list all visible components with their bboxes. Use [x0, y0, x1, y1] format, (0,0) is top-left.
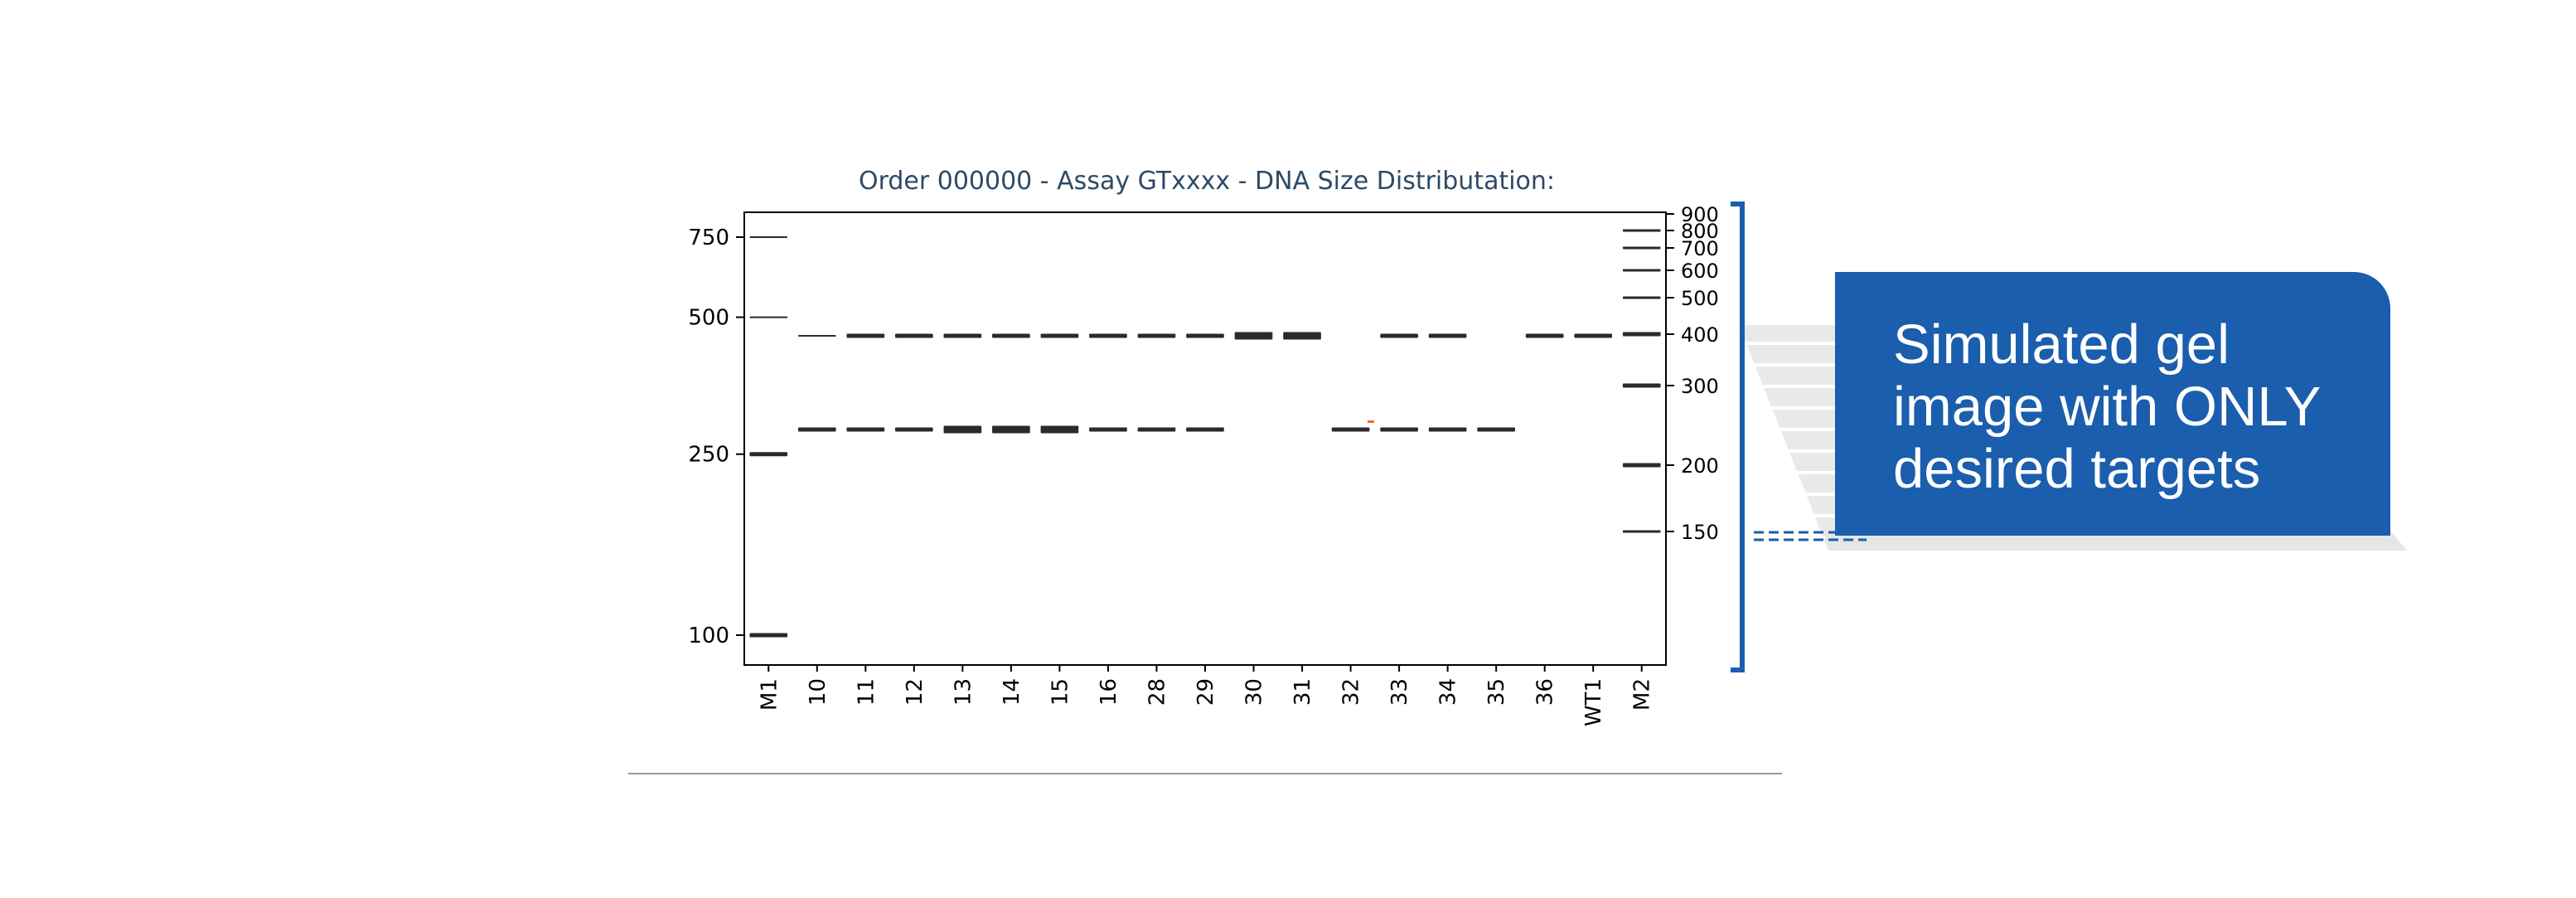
band-lane-34-380 [1428, 333, 1467, 338]
band-lane-14-380 [992, 333, 1030, 338]
band-lane-29-240 [1186, 427, 1224, 432]
band-lane-11-240 [846, 427, 885, 432]
band-lane-15-380 [1040, 333, 1079, 338]
right-tick-label: 500 [1681, 287, 1719, 310]
band-lane-M2-500 [1622, 296, 1661, 299]
right-tick-label: 300 [1681, 375, 1719, 398]
band-lane-M2-700 [1622, 246, 1661, 250]
callout-text: Simulated gel image with ONLY desired ta… [1893, 313, 2321, 500]
lane-label: 33 [1387, 678, 1412, 706]
left-tick-label: 500 [688, 306, 729, 331]
plot-frame [743, 211, 1667, 666]
lane-label: M1 [757, 678, 782, 711]
lane-label: 16 [1097, 678, 1121, 706]
band-lane-12-240 [895, 427, 933, 432]
band-lane-M1-500 [749, 316, 788, 318]
band-lane-33-380 [1380, 333, 1418, 338]
band-lane-35-240 [1477, 427, 1515, 432]
lane-label: 32 [1339, 678, 1364, 706]
band-lane-M2-800 [1622, 229, 1661, 232]
lane-label: 31 [1290, 678, 1315, 706]
band-lane-11-380 [846, 333, 885, 338]
callout-box: Simulated gel image with ONLY desired ta… [1835, 272, 2390, 536]
left-tick-label: 100 [688, 624, 729, 648]
right-tick-label: 700 [1681, 237, 1719, 260]
left-tick-label: 250 [688, 443, 729, 468]
band-lane-33-240 [1380, 427, 1418, 432]
lane-label: 13 [951, 678, 976, 706]
band-lane-32-240 [1331, 427, 1370, 432]
band-lane-10-240 [797, 427, 836, 432]
lane-label: 14 [1000, 678, 1024, 706]
lane-label: 34 [1436, 678, 1461, 706]
band-lane-34-240 [1428, 427, 1467, 432]
lane-label: 11 [854, 678, 879, 706]
right-tick-label: 900 [1681, 203, 1719, 226]
lane-label: M2 [1630, 678, 1655, 711]
left-tick-label: 750 [688, 226, 729, 250]
band-lane-13-380 [943, 333, 982, 338]
left-axis: 750 500 250 100 [688, 226, 744, 648]
lane-label: 29 [1194, 678, 1218, 706]
band-lane-30-380 [1234, 332, 1273, 340]
band-lane-10-380 [797, 335, 836, 337]
band-lane-12-380 [895, 333, 933, 338]
lane-label: 30 [1242, 678, 1267, 706]
band-lane-WT1-380 [1574, 333, 1613, 338]
band-lane-M2-400 [1622, 332, 1661, 337]
band-lane-28-240 [1137, 427, 1176, 432]
callout-base-shadow [1823, 531, 2407, 551]
footer-divider [628, 773, 1782, 774]
band-lane-29-380 [1186, 333, 1224, 338]
band-lane-M2-200 [1622, 463, 1661, 468]
band-lane-M1-100 [749, 633, 788, 638]
band-lane-15-240 [1040, 425, 1079, 434]
lane-label: 36 [1533, 678, 1558, 706]
lane-label: 28 [1145, 678, 1169, 706]
right-tick-label: 600 [1681, 260, 1719, 283]
range-bracket [1731, 201, 1745, 672]
right-tick-label: 200 [1681, 454, 1719, 478]
band-lane-M1-750 [749, 236, 788, 238]
orange-artifact-mark [1368, 420, 1374, 423]
band-lane-36-380 [1525, 333, 1564, 338]
lane-labels: M1 10 11 12 13 14 15 16 28 29 30 31 32 33 34 35 36 WT1 M2 [757, 665, 1655, 726]
band-lane-14-240 [992, 425, 1030, 434]
lane-label: WT1 [1581, 678, 1606, 726]
band-lane-28-380 [1137, 333, 1176, 338]
band-lane-16-380 [1089, 333, 1127, 338]
right-tick-label: 150 [1681, 521, 1719, 544]
band-lane-31-380 [1283, 332, 1321, 340]
lane-label: 35 [1484, 678, 1509, 706]
band-lane-M2-600 [1622, 269, 1661, 272]
band-lane-16-240 [1089, 427, 1127, 432]
band-lane-M2-300 [1622, 383, 1661, 388]
band-lane-M1-250 [749, 452, 788, 457]
lane-label: 12 [903, 678, 927, 706]
band-lane-13-240 [943, 425, 982, 434]
lane-label: 10 [806, 678, 830, 706]
lane-label: 15 [1048, 678, 1073, 706]
chart-title: Order 000000 - Assay GTxxxx - DNA Size D… [859, 167, 1555, 196]
right-tick-label: 400 [1681, 323, 1719, 347]
band-lane-M2-150 [1622, 530, 1661, 533]
callout-pointer-shadow [1739, 325, 1943, 551]
right-tick-label: 800 [1681, 220, 1719, 243]
band-layer [749, 229, 1661, 638]
